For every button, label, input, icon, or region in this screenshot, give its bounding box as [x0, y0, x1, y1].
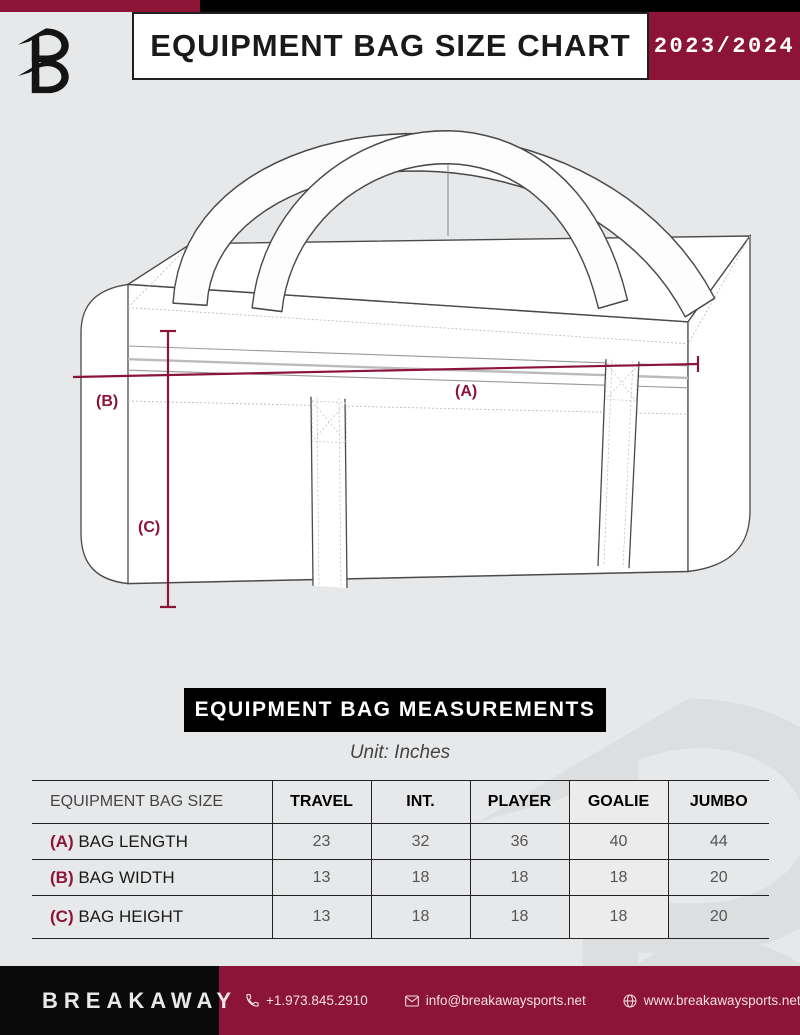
svg-text:(B): (B): [96, 393, 118, 410]
svg-text:(C): (C): [138, 519, 160, 536]
svg-text:(A): (A): [455, 383, 477, 400]
